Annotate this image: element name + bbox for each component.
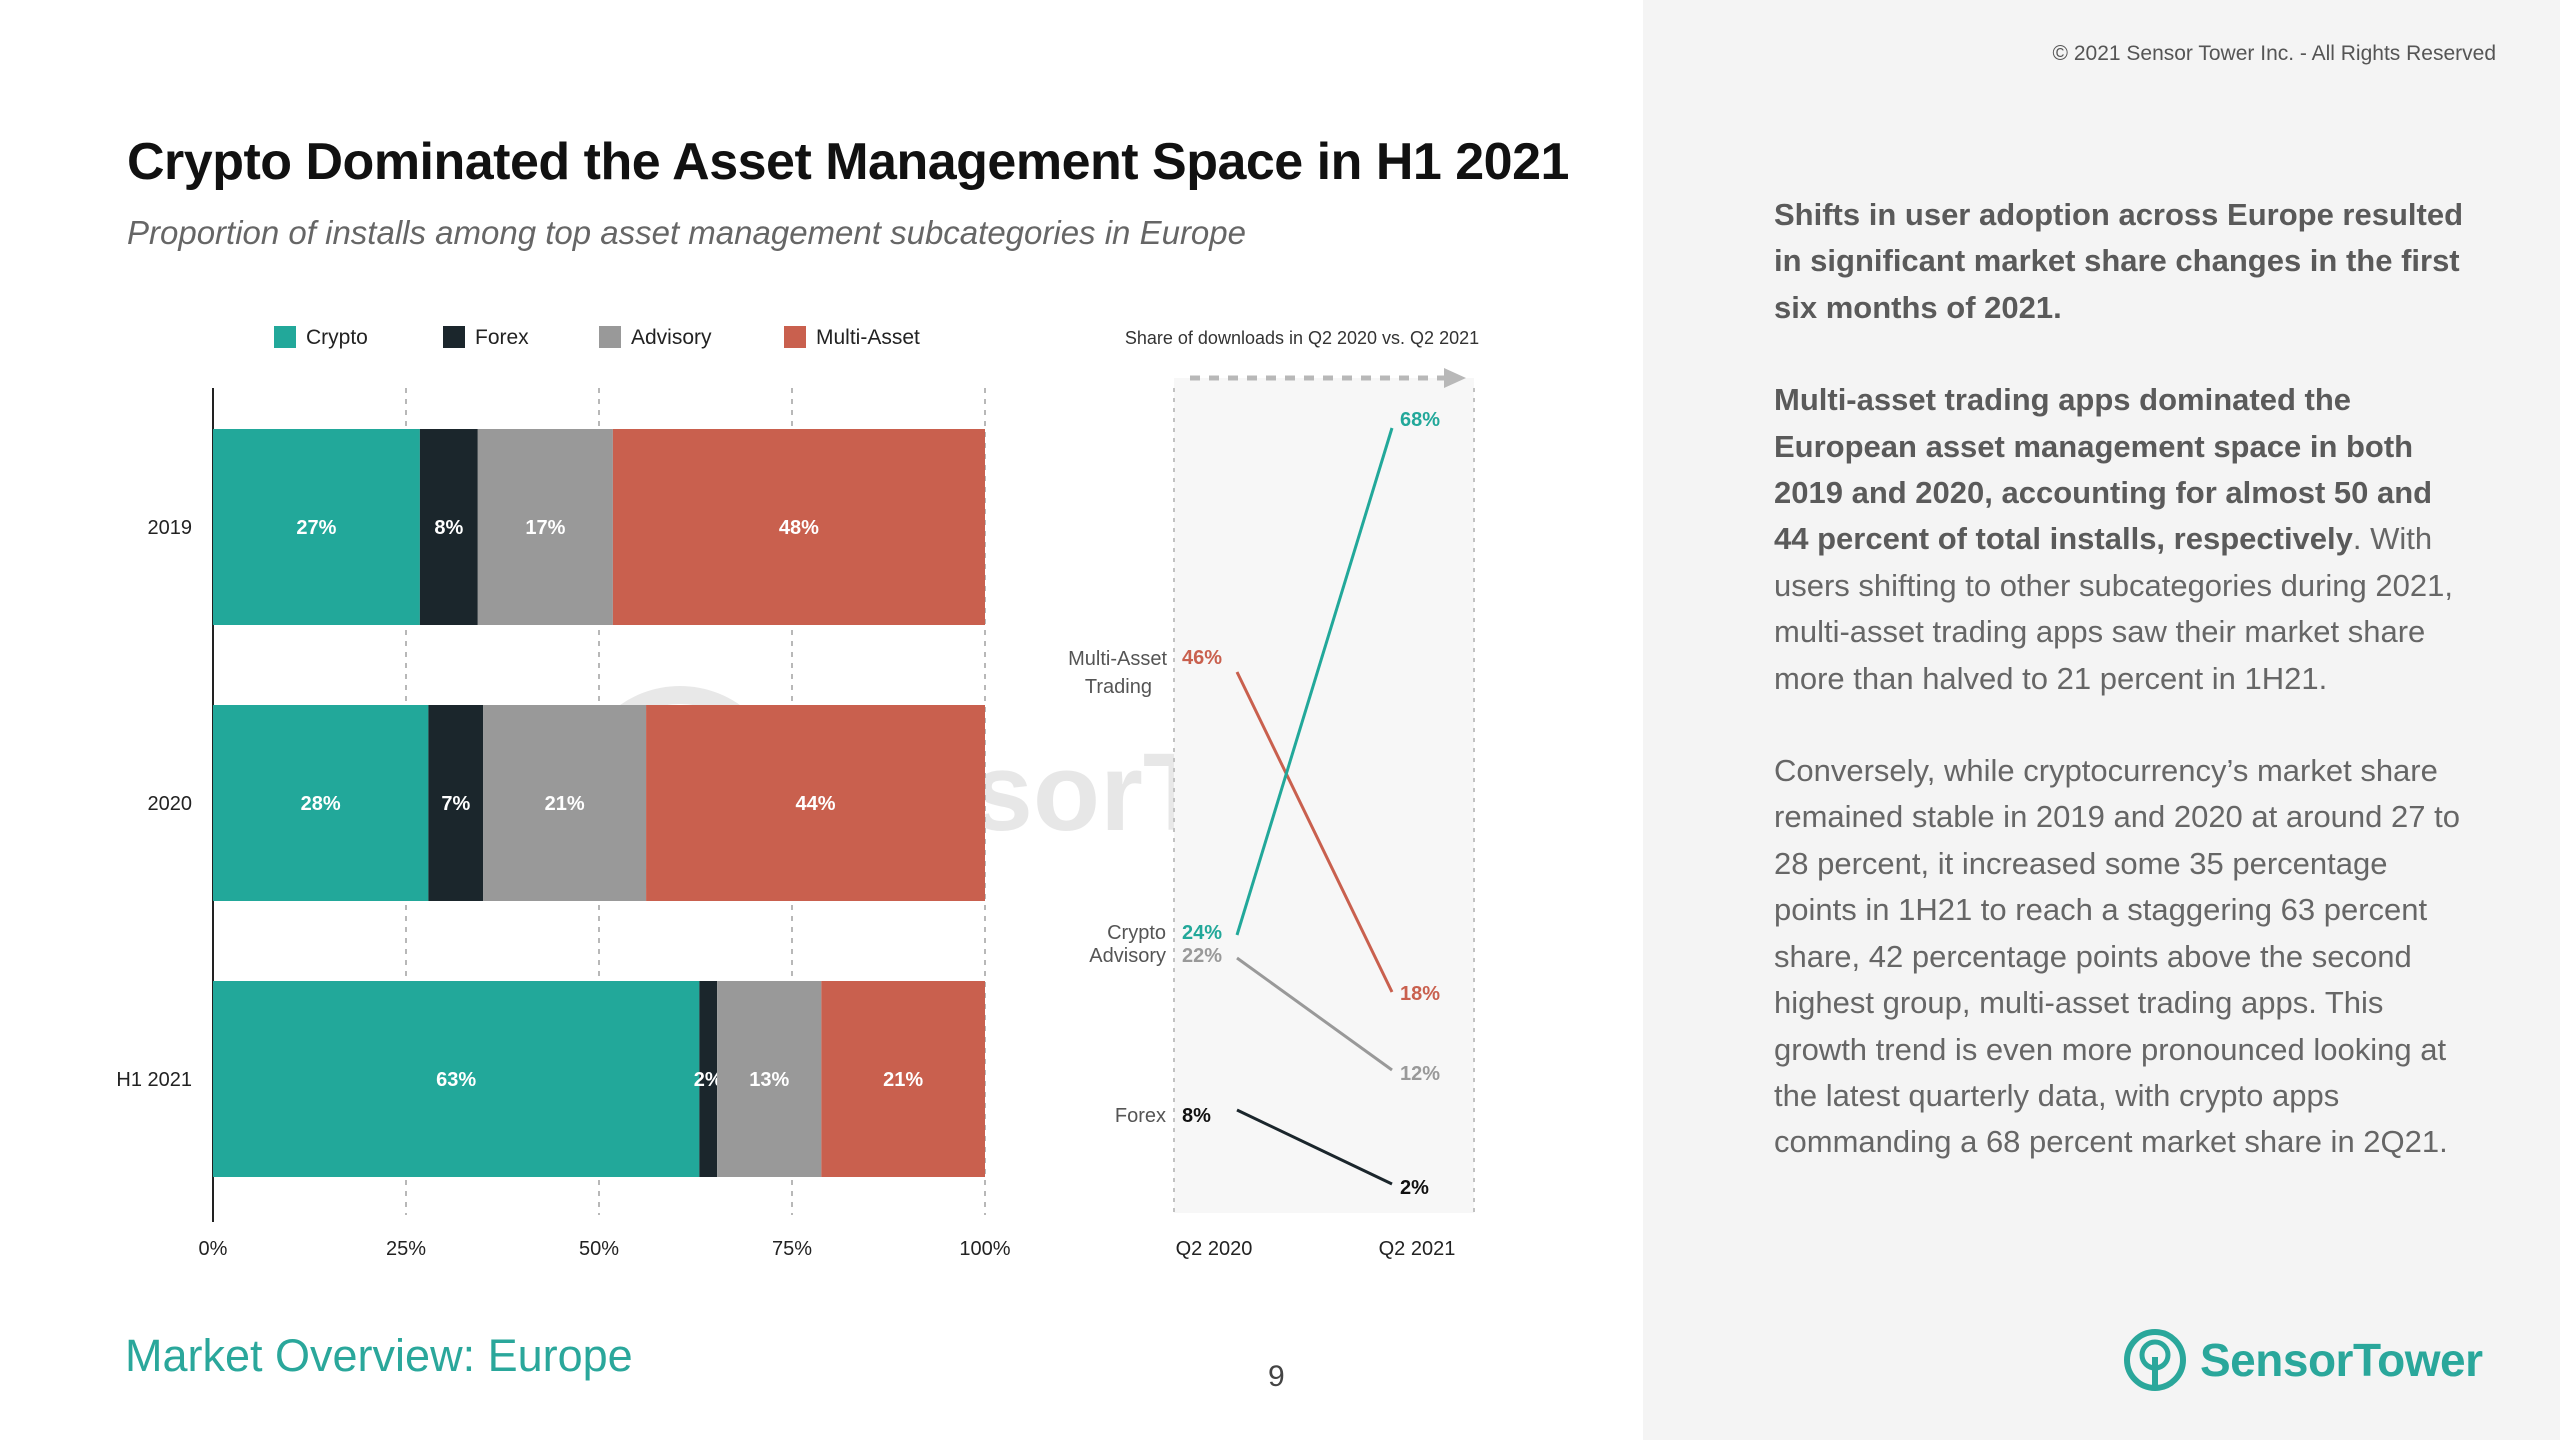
bar-label-forex-1: 7% xyxy=(441,793,470,815)
paragraph-2-bold: Multi-asset trading apps dominated the E… xyxy=(1774,382,2433,557)
x-tick-3: 75% xyxy=(772,1238,812,1260)
slope-line-multi xyxy=(1235,671,1394,993)
x-tick-1: 25% xyxy=(386,1238,426,1260)
bar-label-crypto-2: 63% xyxy=(436,1069,476,1091)
bar-label-forex-0: 8% xyxy=(434,517,463,539)
bar-forex-2 xyxy=(699,981,718,1177)
bar-advisory-2 xyxy=(717,981,822,1177)
slope-series-label-advisory: Advisory xyxy=(1089,945,1166,967)
legend-label-crypto: Crypto xyxy=(306,326,368,349)
stacked-bar-chart: 27% 8% 17% 48% 2019 28% 7% 21% 44% 2020 63% 2% 13% 21… xyxy=(116,388,1011,1260)
legend-swatch-advisory xyxy=(599,326,621,348)
slope-label-multi-line1: Multi-Asset xyxy=(1068,648,1167,670)
bar-multi-asset-1 xyxy=(646,705,985,901)
bar-advisory-1 xyxy=(483,705,647,901)
legend-swatch-crypto xyxy=(274,326,296,348)
slope-value-start-multi: 46% xyxy=(1182,647,1222,669)
legend-swatch-forex xyxy=(443,326,465,348)
time-arrow-head xyxy=(1444,368,1466,388)
paragraph-2-rest: . With users shifting to other subcatego… xyxy=(1774,521,2453,696)
slope-chart-title: Share of downloads in Q2 2020 vs. Q2 202… xyxy=(1125,328,1479,348)
sensortower-logo-icon xyxy=(2124,1329,2186,1391)
x-tick-2: 50% xyxy=(579,1238,619,1260)
page-title: Crypto Dominated the Asset Management Sp… xyxy=(127,133,1569,191)
category-label-1: 2020 xyxy=(148,793,193,815)
slope-background xyxy=(1174,378,1474,1213)
bar-label-advisory-2: 13% xyxy=(749,1069,789,1091)
slope-value-start-advisory: 22% xyxy=(1182,945,1222,967)
slope-line-advisory xyxy=(1236,956,1393,1072)
slope-value-end-crypto: 68% xyxy=(1400,409,1440,431)
legend: Crypto Forex Advisory Multi-Asset xyxy=(274,326,920,349)
slope-value-end-forex: 2% xyxy=(1400,1177,1429,1199)
slope-value-end-multi: 18% xyxy=(1400,983,1440,1005)
bar-label-advisory-1: 21% xyxy=(545,793,585,815)
slope-series-label-crypto: Crypto xyxy=(1107,922,1166,944)
bar-label-crypto-0: 27% xyxy=(296,517,336,539)
category-label-2: H1 2021 xyxy=(116,1069,192,1091)
slope-value-start-crypto: 24% xyxy=(1182,922,1222,944)
brand-logo: SensorTower xyxy=(2122,1325,2483,1395)
slope-line-crypto xyxy=(1235,427,1394,936)
section-label: Market Overview: Europe xyxy=(125,1330,633,1381)
slope-series-label-forex: Forex xyxy=(1115,1105,1166,1127)
legend-label-advisory: Advisory xyxy=(631,326,712,349)
bar-label-multi-asset-2: 21% xyxy=(883,1069,923,1091)
legend-label-multi-asset: Multi-Asset xyxy=(816,326,920,349)
bar-multi-asset-0 xyxy=(612,429,985,625)
paragraph-1: Shifts in user adoption across Europe re… xyxy=(1774,197,2464,325)
bar-crypto-0 xyxy=(213,429,420,625)
chart-area: SensorTower Crypto Forex Advisory Multi-Ass… xyxy=(116,326,1479,1260)
bar-label-advisory-0: 17% xyxy=(525,517,565,539)
legend-label-forex: Forex xyxy=(475,326,529,349)
slope-x-label-1: Q2 2021 xyxy=(1379,1238,1456,1260)
slope-line-forex xyxy=(1236,1108,1393,1186)
category-label-0: 2019 xyxy=(148,517,193,539)
page-number: 9 xyxy=(1268,1360,1285,1393)
bar-label-multi-asset-0: 48% xyxy=(779,517,819,539)
commentary: Shifts in user adoption across Europe re… xyxy=(1774,192,2464,1212)
legend-swatch-multi-asset xyxy=(784,326,806,348)
bar-label-multi-asset-1: 44% xyxy=(796,793,836,815)
slope-chart: Share of downloads in Q2 2020 vs. Q2 202… xyxy=(1068,328,1479,1260)
x-tick-0: 0% xyxy=(199,1238,228,1260)
slope-label-multi-line2: Trading xyxy=(1085,676,1152,698)
page-subtitle: Proportion of installs among top asset m… xyxy=(127,214,1246,251)
bar-advisory-0 xyxy=(477,429,613,625)
text-panel xyxy=(1643,0,2560,1440)
slope-value-end-advisory: 12% xyxy=(1400,1063,1440,1085)
brand-name: SensorTower xyxy=(2200,1334,2483,1386)
slope-x-label-0: Q2 2020 xyxy=(1176,1238,1253,1260)
bar-crypto-1 xyxy=(213,705,429,901)
slope-value-start-forex: 8% xyxy=(1182,1105,1211,1127)
paragraph-3: Conversely, while cryptocurrency’s marke… xyxy=(1774,753,2460,1160)
bar-crypto-2 xyxy=(213,981,700,1177)
copyright: © 2021 Sensor Tower Inc. - All Rights Re… xyxy=(2052,42,2496,65)
bar-label-forex-2: 2% xyxy=(694,1069,723,1091)
x-tick-4: 100% xyxy=(959,1238,1010,1260)
bar-multi-asset-2 xyxy=(821,981,985,1177)
bar-label-crypto-1: 28% xyxy=(301,793,341,815)
bar-forex-1 xyxy=(428,705,484,901)
bar-forex-0 xyxy=(419,429,478,625)
